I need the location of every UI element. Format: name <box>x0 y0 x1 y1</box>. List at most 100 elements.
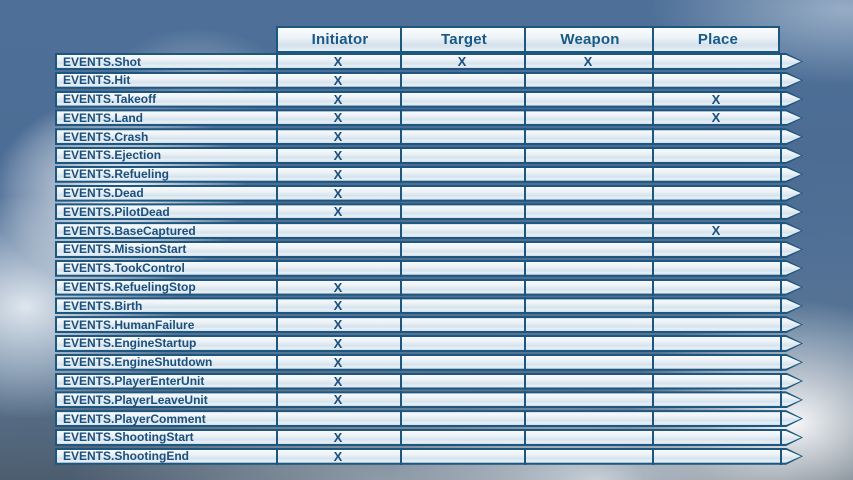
column-divider <box>400 410 402 428</box>
column-divider <box>652 165 654 183</box>
column-divider <box>652 353 654 371</box>
row-arrow-surface <box>57 167 801 181</box>
column-divider <box>400 203 402 221</box>
row-arrow-surface <box>57 148 801 162</box>
table-row: EVENTS.PilotDead X <box>55 203 803 221</box>
table-row: EVENTS.ShootingStart X <box>55 428 803 446</box>
column-divider <box>652 146 654 164</box>
column-divider <box>276 297 278 315</box>
mark-cell-target <box>400 316 524 333</box>
column-divider <box>524 297 526 315</box>
mark-cell-target <box>400 109 524 126</box>
mark-cell-target <box>400 429 524 446</box>
column-divider <box>524 71 526 89</box>
mark-cell-target <box>400 373 524 390</box>
column-divider <box>780 146 782 164</box>
table-header: Initiator Target Weapon Place <box>276 26 780 53</box>
column-divider <box>276 71 278 89</box>
row-arrow-outline <box>55 165 803 183</box>
row-arrow-outline <box>55 128 803 146</box>
row-arrow-outline <box>55 278 803 296</box>
event-name-label: EVENTS.Ejection <box>63 148 162 163</box>
column-divider <box>400 353 402 371</box>
column-divider <box>652 297 654 315</box>
column-divider <box>276 316 278 334</box>
column-divider <box>276 410 278 428</box>
row-arrow-outline <box>55 391 803 409</box>
column-divider <box>524 316 526 334</box>
column-divider <box>780 53 782 70</box>
mark-cell-initiator: X <box>333 354 343 370</box>
column-divider <box>652 372 654 390</box>
mark-cell-weapon <box>524 185 652 202</box>
mark-cell-initiator: X <box>333 204 343 220</box>
mark-cell-place <box>652 335 780 352</box>
row-arrow-outline <box>55 53 803 70</box>
column-divider <box>276 90 278 108</box>
table-row: EVENTS.Land X X <box>55 109 803 127</box>
event-name-label: EVENTS.Shot <box>63 54 142 69</box>
column-divider <box>524 146 526 164</box>
mark-cell-weapon <box>524 354 652 371</box>
row-arrow-surface <box>57 393 801 407</box>
mark-cell-weapon <box>524 166 652 183</box>
mark-cell-target <box>400 354 524 371</box>
mark-cell-initiator: X <box>333 448 343 464</box>
mark-cell-initiator: X <box>333 54 343 69</box>
column-divider <box>652 391 654 409</box>
mark-cell-place <box>652 410 780 427</box>
table-row: EVENTS.Ejection X <box>55 146 803 164</box>
mark-cell-weapon <box>524 91 652 108</box>
mark-cell-weapon <box>524 410 652 427</box>
column-divider <box>780 297 782 315</box>
mark-cell-initiator: X <box>333 317 343 333</box>
column-divider <box>524 353 526 371</box>
row-arrow-surface <box>57 374 801 388</box>
column-divider <box>524 410 526 428</box>
column-divider <box>780 184 782 202</box>
table-row: EVENTS.ShootingEnd X <box>55 447 803 465</box>
mark-cell-initiator: X <box>333 298 343 314</box>
row-arrow-outline <box>55 71 803 89</box>
row-arrow-surface <box>57 186 801 200</box>
column-divider <box>400 146 402 164</box>
mark-cell-target <box>400 72 524 89</box>
column-divider <box>400 53 402 70</box>
column-header-initiator: Initiator <box>311 31 369 48</box>
row-arrow-surface <box>57 355 801 369</box>
column-divider <box>652 222 654 240</box>
column-divider <box>780 109 782 127</box>
row-arrow-surface <box>57 111 801 125</box>
column-header-weapon: Weapon <box>560 31 620 48</box>
mark-cell-place <box>652 166 780 183</box>
column-divider <box>400 109 402 127</box>
row-arrow-surface <box>57 261 801 275</box>
column-divider <box>524 184 526 202</box>
table-row: EVENTS.RefuelingStop X <box>55 278 803 296</box>
column-divider <box>780 447 782 465</box>
column-divider <box>524 447 526 465</box>
row-arrow-outline <box>55 240 803 258</box>
mark-cell-initiator <box>276 260 400 277</box>
mark-cell-place <box>652 391 780 408</box>
event-name-label: EVENTS.HumanFailure <box>63 317 195 332</box>
column-divider <box>276 391 278 409</box>
event-name-label: EVENTS.PlayerLeaveUnit <box>63 392 208 407</box>
column-divider <box>524 428 526 446</box>
mark-cell-weapon <box>524 109 652 126</box>
mark-cell-weapon <box>524 335 652 352</box>
event-name-label: EVENTS.BaseCaptured <box>63 223 196 238</box>
mark-cell-place <box>652 297 780 314</box>
column-divider <box>400 391 402 409</box>
mark-cell-target <box>400 279 524 296</box>
event-name-label: EVENTS.Takeoff <box>63 92 157 107</box>
mark-cell-place: X <box>711 110 721 126</box>
event-name-label: EVENTS.Dead <box>63 186 144 201</box>
column-divider <box>276 109 278 127</box>
row-arrow-outline <box>55 184 803 202</box>
row-arrow-surface <box>57 412 801 426</box>
mark-cell-weapon <box>524 297 652 314</box>
event-name-label: EVENTS.TookControl <box>63 261 185 276</box>
column-divider <box>780 90 782 108</box>
